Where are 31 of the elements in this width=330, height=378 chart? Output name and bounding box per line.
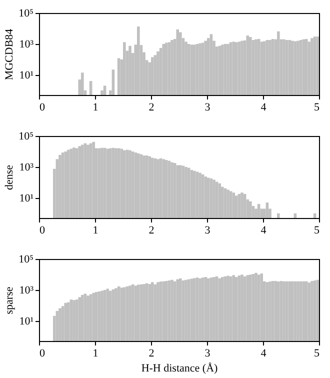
y-tick-label: 10¹ bbox=[19, 69, 34, 82]
x-tick-label: 3 bbox=[204, 102, 211, 114]
x-tick-label: 1 bbox=[92, 348, 98, 360]
x-tick-label: 5 bbox=[314, 348, 320, 360]
x-tick-label: 1 bbox=[92, 224, 98, 236]
y-tick-label: 10⁵ bbox=[18, 8, 34, 20]
y-axis-title: sparse bbox=[4, 286, 16, 314]
y-axis-title: dense bbox=[4, 164, 16, 190]
y-tick-label: 10¹ bbox=[19, 315, 34, 328]
x-axis-title: H-H distance (Å) bbox=[141, 362, 218, 374]
x-tick-label: 0 bbox=[40, 224, 46, 236]
x-tick-label: 0 bbox=[40, 348, 46, 360]
x-tick-label: 4 bbox=[260, 348, 267, 360]
y-tick-label: 10³ bbox=[19, 284, 34, 296]
x-tick-label: 2 bbox=[148, 348, 154, 360]
y-axis-title: MGCDB84 bbox=[4, 28, 16, 80]
x-tick-label: 1 bbox=[92, 102, 98, 114]
x-tick-label: 5 bbox=[314, 102, 320, 114]
y-tick-label: 10⁵ bbox=[18, 130, 34, 142]
x-tick-label: 5 bbox=[314, 224, 320, 236]
x-tick-label: 2 bbox=[148, 224, 154, 236]
x-tick-label: 3 bbox=[204, 224, 211, 236]
x-tick-label: 0 bbox=[40, 102, 46, 114]
y-tick-label: 10³ bbox=[19, 38, 34, 50]
y-tick-label: 10¹ bbox=[19, 192, 34, 204]
x-tick-label: 4 bbox=[260, 102, 267, 114]
x-tick-label: 3 bbox=[204, 348, 211, 360]
x-tick-label: 4 bbox=[260, 224, 267, 236]
y-tick-label: 10⁵ bbox=[18, 254, 34, 266]
x-tick-label: 2 bbox=[148, 102, 154, 114]
y-tick-label: 10³ bbox=[19, 161, 34, 174]
